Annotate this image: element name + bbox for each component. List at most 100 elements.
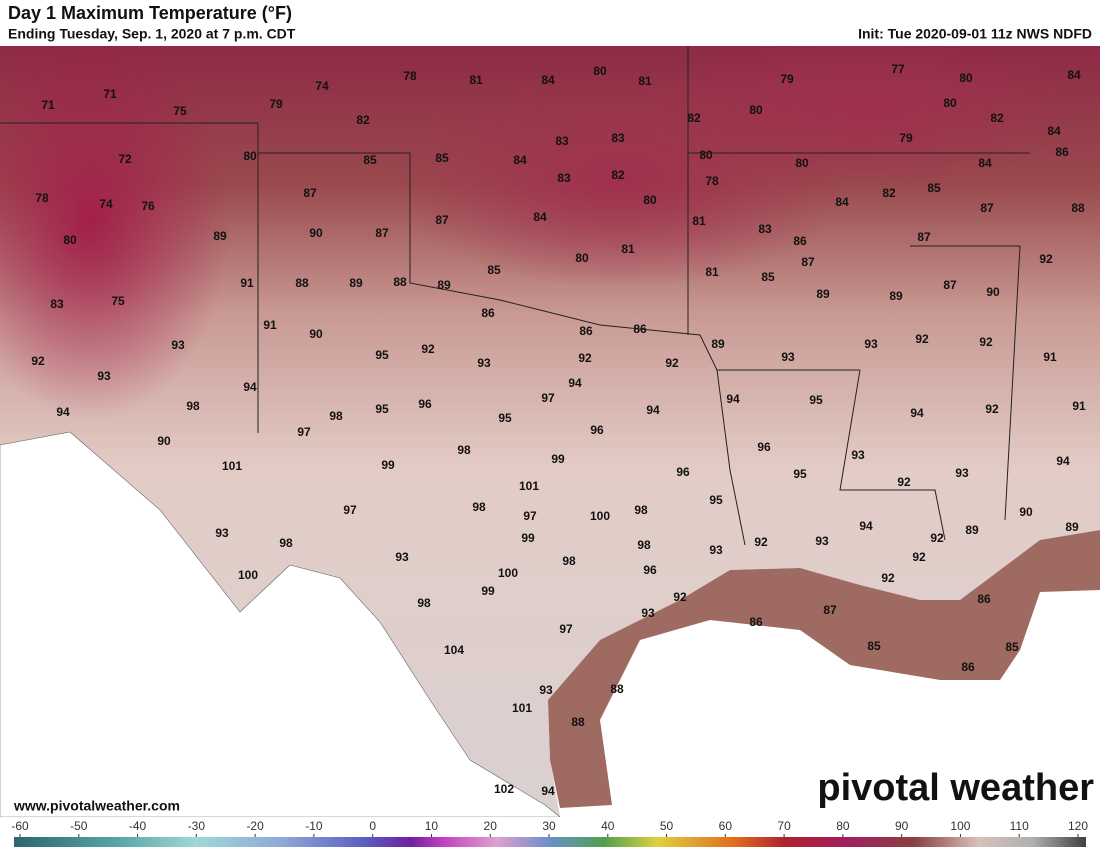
temp-label: 91 xyxy=(263,318,277,332)
temp-label: 80 xyxy=(699,148,713,162)
temp-label: 93 xyxy=(97,369,111,383)
temp-label: 79 xyxy=(899,131,913,145)
temp-label: 79 xyxy=(780,72,794,86)
temp-label: 96 xyxy=(757,440,771,454)
temp-label: 82 xyxy=(882,186,896,200)
temp-label: 80 xyxy=(593,64,607,78)
colorbar-tick-label: -30 xyxy=(188,819,206,833)
header-bg xyxy=(0,0,1100,46)
temp-label: 93 xyxy=(955,466,969,480)
temp-label: 74 xyxy=(315,79,329,93)
temp-label: 98 xyxy=(279,536,293,550)
temp-label: 81 xyxy=(638,74,652,88)
temp-label: 80 xyxy=(643,193,657,207)
temp-label: 81 xyxy=(692,214,706,228)
temp-label: 96 xyxy=(418,397,432,411)
temp-label: 93 xyxy=(781,350,795,364)
temp-label: 81 xyxy=(705,265,719,279)
temp-label: 98 xyxy=(186,399,200,413)
temp-label: 99 xyxy=(481,584,495,598)
temp-label: 100 xyxy=(238,568,258,582)
temp-label: 83 xyxy=(611,131,625,145)
temp-label: 93 xyxy=(864,337,878,351)
temp-label: 99 xyxy=(381,458,395,472)
state-borders xyxy=(0,46,1030,546)
temp-label: 94 xyxy=(1056,454,1070,468)
temp-label: 83 xyxy=(50,297,64,311)
temp-label: 104 xyxy=(444,643,464,657)
temp-label: 88 xyxy=(610,682,624,696)
temp-label: 80 xyxy=(575,251,589,265)
temp-label: 80 xyxy=(749,103,763,117)
temp-label: 85 xyxy=(761,270,775,284)
colorbar-tick-label: -40 xyxy=(129,819,147,833)
warm-region xyxy=(640,30,1080,190)
temp-label: 87 xyxy=(801,255,815,269)
temp-label: 89 xyxy=(889,289,903,303)
temp-label: 86 xyxy=(977,592,991,606)
coastal-waters xyxy=(548,530,1100,808)
temp-label: 89 xyxy=(711,337,725,351)
temp-label: 88 xyxy=(571,715,585,729)
temp-label: 80 xyxy=(959,71,973,85)
temp-label: 85 xyxy=(363,153,377,167)
temp-label: 94 xyxy=(859,519,873,533)
temp-label: 82 xyxy=(990,111,1004,125)
temp-label: 75 xyxy=(111,294,125,308)
temp-label: 95 xyxy=(809,393,823,407)
temp-label: 102 xyxy=(494,782,514,796)
colorbar-tick-label: 110 xyxy=(1010,819,1029,833)
temp-label: 95 xyxy=(709,493,723,507)
temp-label: 71 xyxy=(41,98,55,112)
temp-label: 88 xyxy=(393,275,407,289)
temp-label: 94 xyxy=(910,406,924,420)
colorbar-tick-label: -50 xyxy=(70,819,88,833)
colorbar-tick-label: 60 xyxy=(719,819,733,833)
temp-label: 92 xyxy=(1039,252,1053,266)
temp-label: 98 xyxy=(637,538,651,552)
temp-label: 92 xyxy=(930,531,944,545)
colorbar-tick-label: -60 xyxy=(11,819,29,833)
init-time: Init: Tue 2020-09-01 11z NWS NDFD xyxy=(858,26,1092,42)
temp-label: 71 xyxy=(103,87,117,101)
temp-label: 84 xyxy=(513,153,527,167)
temp-label: 83 xyxy=(758,222,772,236)
temp-label: 85 xyxy=(487,263,501,277)
temp-label: 95 xyxy=(793,467,807,481)
temp-label: 86 xyxy=(633,322,647,336)
temp-label: 101 xyxy=(519,479,539,493)
temp-label: 90 xyxy=(1019,505,1033,519)
temp-label: 94 xyxy=(56,405,70,419)
temp-label: 80 xyxy=(943,96,957,110)
temp-label: 98 xyxy=(417,596,431,610)
temp-label: 92 xyxy=(31,354,45,368)
temp-label: 92 xyxy=(979,335,993,349)
subtitle: Ending Tuesday, Sep. 1, 2020 at 7 p.m. C… xyxy=(8,26,296,42)
temp-label: 97 xyxy=(523,509,537,523)
mountains xyxy=(0,20,230,420)
temp-label: 99 xyxy=(521,531,535,545)
temp-label: 86 xyxy=(961,660,975,674)
temp-label: 93 xyxy=(395,550,409,564)
temp-label: 87 xyxy=(435,213,449,227)
temp-label: 85 xyxy=(435,151,449,165)
temp-label: 92 xyxy=(912,550,926,564)
temp-label: 80 xyxy=(795,156,809,170)
temp-label: 91 xyxy=(240,276,254,290)
temp-label: 80 xyxy=(63,233,77,247)
temp-label: 93 xyxy=(641,606,655,620)
temp-label: 80 xyxy=(243,149,257,163)
colorbar-tick-label: 100 xyxy=(950,819,970,833)
temp-label: 93 xyxy=(815,534,829,548)
temp-label: 87 xyxy=(943,278,957,292)
temp-label: 95 xyxy=(375,348,389,362)
temp-label: 76 xyxy=(141,199,155,213)
colorbar-tick-label: 10 xyxy=(425,819,439,833)
temp-label: 93 xyxy=(709,543,723,557)
temp-label: 92 xyxy=(881,571,895,585)
colorbar-tick-label: 80 xyxy=(836,819,850,833)
colorbar xyxy=(14,837,1086,847)
temp-label: 92 xyxy=(665,356,679,370)
temp-label: 94 xyxy=(568,376,582,390)
temp-label: 98 xyxy=(457,443,471,457)
